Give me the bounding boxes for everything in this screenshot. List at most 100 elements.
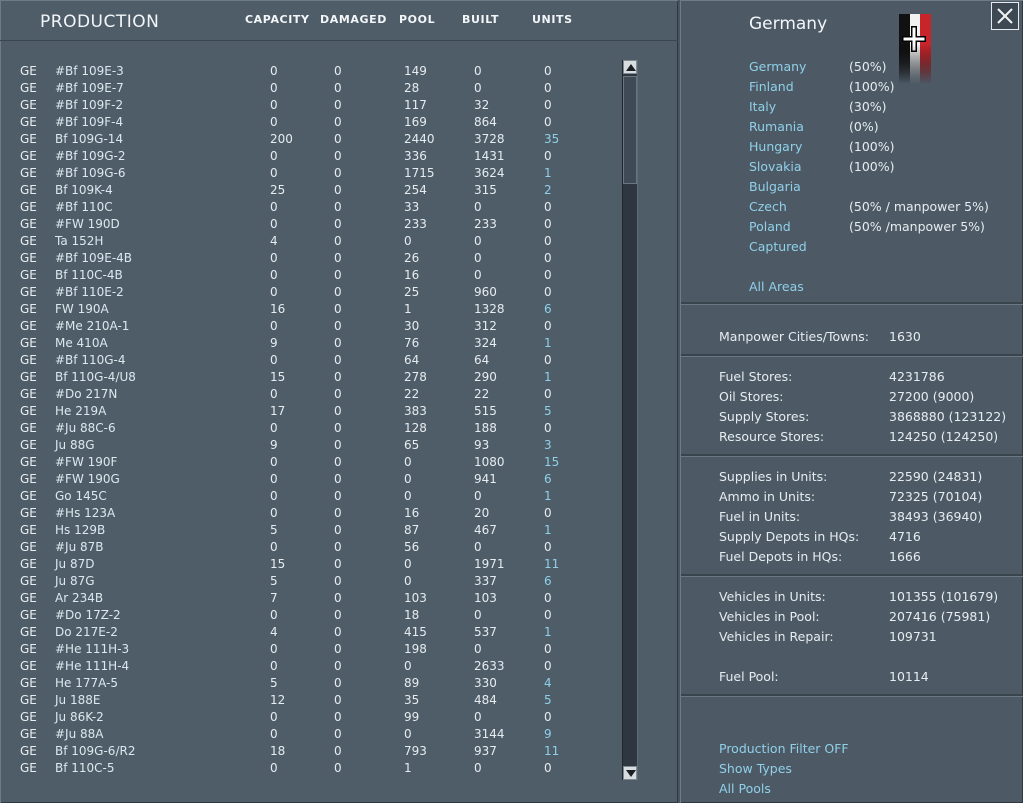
table-row[interactable]: GE #Bf 109F-2 0 0 117 32 0 xyxy=(0,97,610,114)
table-row[interactable]: GE Do 217E-2 4 0 415 537 1 xyxy=(0,624,610,641)
row-damaged: 0 xyxy=(334,574,342,588)
table-row[interactable]: GE Ju 87G 5 0 0 337 6 xyxy=(0,573,610,590)
table-row[interactable]: GE #FW 190G 0 0 0 941 6 xyxy=(0,471,610,488)
column-header-pool[interactable]: POOL xyxy=(399,13,436,26)
table-row[interactable]: GE #Bf 110C 0 0 33 0 0 xyxy=(0,199,610,216)
table-row[interactable]: GE Ta 152H 4 0 0 0 0 xyxy=(0,233,610,250)
table-row[interactable]: GE Ju 188E 12 0 35 484 5 xyxy=(0,692,610,709)
table-row[interactable]: GE Bf 109K-4 25 0 254 315 2 xyxy=(0,182,610,199)
table-row[interactable]: GE Bf 110C-5 0 0 1 0 0 xyxy=(0,760,610,777)
table-row[interactable]: GE #Bf 109F-4 0 0 169 864 0 xyxy=(0,114,610,131)
table-row[interactable]: GE #Bf 109G-6 0 0 1715 3624 1 xyxy=(0,165,610,182)
row-unit-name: #Bf 110E-2 xyxy=(55,285,124,299)
table-row[interactable]: GE #Bf 109E-7 0 0 28 0 0 xyxy=(0,80,610,97)
column-header-capacity[interactable]: CAPACITY xyxy=(245,13,310,26)
table-row[interactable]: GE #FW 190D 0 0 233 233 0 xyxy=(0,216,610,233)
table-row[interactable]: GE FW 190A 16 0 1 1328 6 xyxy=(0,301,610,318)
row-built: 0 xyxy=(474,200,482,214)
ally-link[interactable]: Rumania xyxy=(749,119,804,134)
table-row[interactable]: GE Hs 129B 5 0 87 467 1 xyxy=(0,522,610,539)
table-row[interactable]: GE #Ju 87B 0 0 56 0 0 xyxy=(0,539,610,556)
row-nation: GE xyxy=(20,438,37,452)
show-types-link[interactable]: Show Types xyxy=(719,761,792,776)
table-row[interactable]: GE Bf 110G-4/U8 15 0 278 290 1 xyxy=(0,369,610,386)
row-nation: GE xyxy=(20,370,37,384)
ally-share: (100%) xyxy=(849,159,895,174)
row-nation: GE xyxy=(20,540,37,554)
ally-link[interactable]: Hungary xyxy=(749,139,803,154)
row-damaged: 0 xyxy=(334,472,342,486)
column-header-built[interactable]: BUILT xyxy=(462,13,500,26)
table-row[interactable]: GE Me 410A 9 0 76 324 1 xyxy=(0,335,610,352)
all-pools-link[interactable]: All Pools xyxy=(719,781,771,796)
table-row[interactable]: GE Ar 234B 7 0 103 103 0 xyxy=(0,590,610,607)
table-row[interactable]: GE Ju 88G 9 0 65 93 3 xyxy=(0,437,610,454)
table-row[interactable]: GE Go 145C 0 0 0 0 1 xyxy=(0,488,610,505)
fuel-pool-label: Fuel Pool: xyxy=(719,669,779,684)
scrollbar-track[interactable] xyxy=(622,60,638,780)
row-damaged: 0 xyxy=(334,625,342,639)
row-unit-name: Ju 88G xyxy=(55,438,95,452)
table-row[interactable]: GE Ju 87D 15 0 0 1971 11 xyxy=(0,556,610,573)
stat-label: Ammo in Units: xyxy=(719,489,816,504)
row-damaged: 0 xyxy=(334,64,342,78)
row-capacity: 4 xyxy=(270,234,278,248)
table-row[interactable]: GE #Ju 88A 0 0 0 3144 9 xyxy=(0,726,610,743)
ally-link[interactable]: Czech xyxy=(749,199,787,214)
row-damaged: 0 xyxy=(334,421,342,435)
ally-link[interactable]: Italy xyxy=(749,99,777,114)
row-built: 537 xyxy=(474,625,497,639)
ally-link[interactable]: Captured xyxy=(749,239,807,254)
column-header-damaged[interactable]: DAMAGED xyxy=(320,13,387,26)
table-row[interactable]: GE #Me 210A-1 0 0 30 312 0 xyxy=(0,318,610,335)
table-row[interactable]: GE Bf 109G-14 200 0 2440 3728 35 xyxy=(0,131,610,148)
all-areas-link[interactable]: All Areas xyxy=(749,279,804,294)
table-row[interactable]: GE Ju 86K-2 0 0 99 0 0 xyxy=(0,709,610,726)
table-row[interactable]: GE #FW 190F 0 0 0 1080 15 xyxy=(0,454,610,471)
row-capacity: 9 xyxy=(270,438,278,452)
table-row[interactable]: GE #He 111H-4 0 0 0 2633 0 xyxy=(0,658,610,675)
table-row[interactable]: GE Bf 109G-6/R2 18 0 793 937 11 xyxy=(0,743,610,760)
row-units: 1 xyxy=(544,523,552,537)
row-built: 0 xyxy=(474,64,482,78)
table-row[interactable]: GE #Hs 123A 0 0 16 20 0 xyxy=(0,505,610,522)
row-nation: GE xyxy=(20,64,37,78)
close-button[interactable] xyxy=(991,2,1019,30)
table-row[interactable]: GE #Bf 109G-2 0 0 336 1431 0 xyxy=(0,148,610,165)
scroll-up-button[interactable] xyxy=(623,60,637,74)
table-row[interactable]: GE #He 111H-3 0 0 198 0 0 xyxy=(0,641,610,658)
table-row[interactable]: GE #Bf 110G-4 0 0 64 64 0 xyxy=(0,352,610,369)
row-capacity: 0 xyxy=(270,489,278,503)
table-row[interactable]: GE He 219A 17 0 383 515 5 xyxy=(0,403,610,420)
row-damaged: 0 xyxy=(334,336,342,350)
ally-link[interactable]: Germany xyxy=(749,59,807,74)
row-damaged: 0 xyxy=(334,506,342,520)
row-unit-name: #Bf 110C xyxy=(55,200,113,214)
ally-link[interactable]: Poland xyxy=(749,219,791,234)
table-row[interactable]: GE #Bf 109E-4B 0 0 26 0 0 xyxy=(0,250,610,267)
production-filter-link[interactable]: Production Filter OFF xyxy=(719,741,849,756)
row-nation: GE xyxy=(20,166,37,180)
row-unit-name: #Do 217N xyxy=(55,387,118,401)
scroll-down-button[interactable] xyxy=(623,766,637,780)
row-unit-name: #FW 190D xyxy=(55,217,120,231)
row-units: 35 xyxy=(544,132,560,146)
ally-link[interactable]: Slovakia xyxy=(749,159,802,174)
table-row[interactable]: GE #Bf 109E-3 0 0 149 0 0 xyxy=(0,63,610,80)
row-capacity: 15 xyxy=(270,370,286,384)
table-row[interactable]: GE #Ju 88C-6 0 0 128 188 0 xyxy=(0,420,610,437)
table-row[interactable]: GE #Do 217N 0 0 22 22 0 xyxy=(0,386,610,403)
ally-link[interactable]: Bulgaria xyxy=(749,179,801,194)
table-row[interactable]: GE #Bf 110E-2 0 0 25 960 0 xyxy=(0,284,610,301)
scrollbar-thumb[interactable] xyxy=(623,76,637,184)
row-units: 6 xyxy=(544,574,552,588)
table-row[interactable]: GE He 177A-5 5 0 89 330 4 xyxy=(0,675,610,692)
row-units: 1 xyxy=(544,625,552,639)
row-capacity: 0 xyxy=(270,659,278,673)
ally-link[interactable]: Finland xyxy=(749,79,794,94)
column-header-units[interactable]: UNITS xyxy=(532,13,573,26)
table-row[interactable]: GE #Do 17Z-2 0 0 18 0 0 xyxy=(0,607,610,624)
row-damaged: 0 xyxy=(334,659,342,673)
row-unit-name: He 177A-5 xyxy=(55,676,119,690)
table-row[interactable]: GE Bf 110C-4B 0 0 16 0 0 xyxy=(0,267,610,284)
